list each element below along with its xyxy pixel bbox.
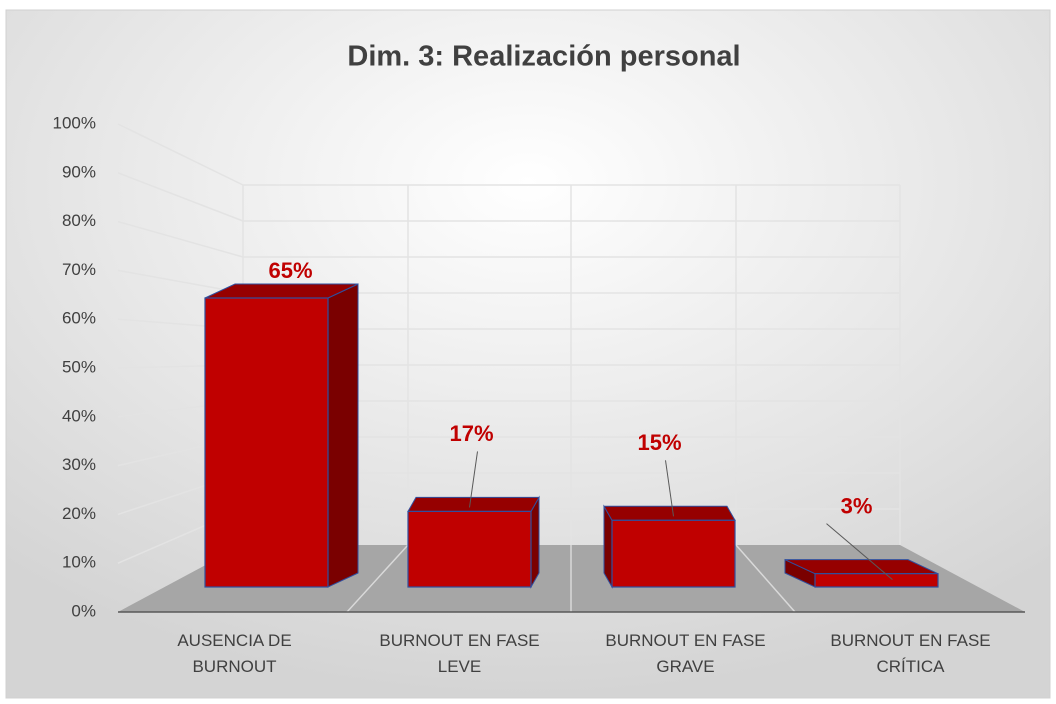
y-tick-label: 30% xyxy=(62,455,96,474)
data-label: 15% xyxy=(637,430,681,455)
data-label: 17% xyxy=(449,421,493,446)
leader-line xyxy=(826,523,893,581)
bar xyxy=(407,510,532,588)
grid-line xyxy=(117,172,244,222)
floor-line xyxy=(346,544,409,613)
floor-line xyxy=(735,544,796,613)
grid-line xyxy=(117,269,244,294)
y-tick-label: 90% xyxy=(62,162,96,181)
bar xyxy=(814,573,939,588)
bar-side xyxy=(530,495,540,589)
y-tick-label: 80% xyxy=(62,211,96,230)
leader-line xyxy=(665,460,674,517)
bar-top xyxy=(603,505,736,521)
grid-line xyxy=(117,220,244,258)
data-label: 3% xyxy=(841,493,873,518)
leader-line xyxy=(469,451,478,508)
bar-side xyxy=(327,283,359,588)
bar xyxy=(611,519,736,588)
data-label: 65% xyxy=(268,258,312,283)
y-tick-label: 20% xyxy=(62,504,96,523)
x-tick-label: AUSENCIA DE BURNOUT xyxy=(177,631,292,676)
y-tick-label: 70% xyxy=(62,260,96,279)
grid-line xyxy=(117,123,244,186)
y-tick-label: 0% xyxy=(71,601,96,620)
chart-title: Dim. 3: Realización personal xyxy=(347,41,740,73)
bar-top xyxy=(407,496,540,512)
x-tick-label: BURNOUT EN FASE GRAVE xyxy=(605,631,766,676)
y-tick-label: 10% xyxy=(62,553,96,572)
y-tick-label: 40% xyxy=(62,406,96,425)
y-tick-label: 60% xyxy=(62,309,96,328)
x-tick-label: BURNOUT EN FASE CRÍTICA xyxy=(830,631,991,676)
bar xyxy=(204,297,329,588)
x-tick-label: BURNOUT EN FASE LEVE xyxy=(379,631,540,676)
y-tick-label: 50% xyxy=(62,357,96,376)
y-tick-label: 100% xyxy=(53,113,96,132)
